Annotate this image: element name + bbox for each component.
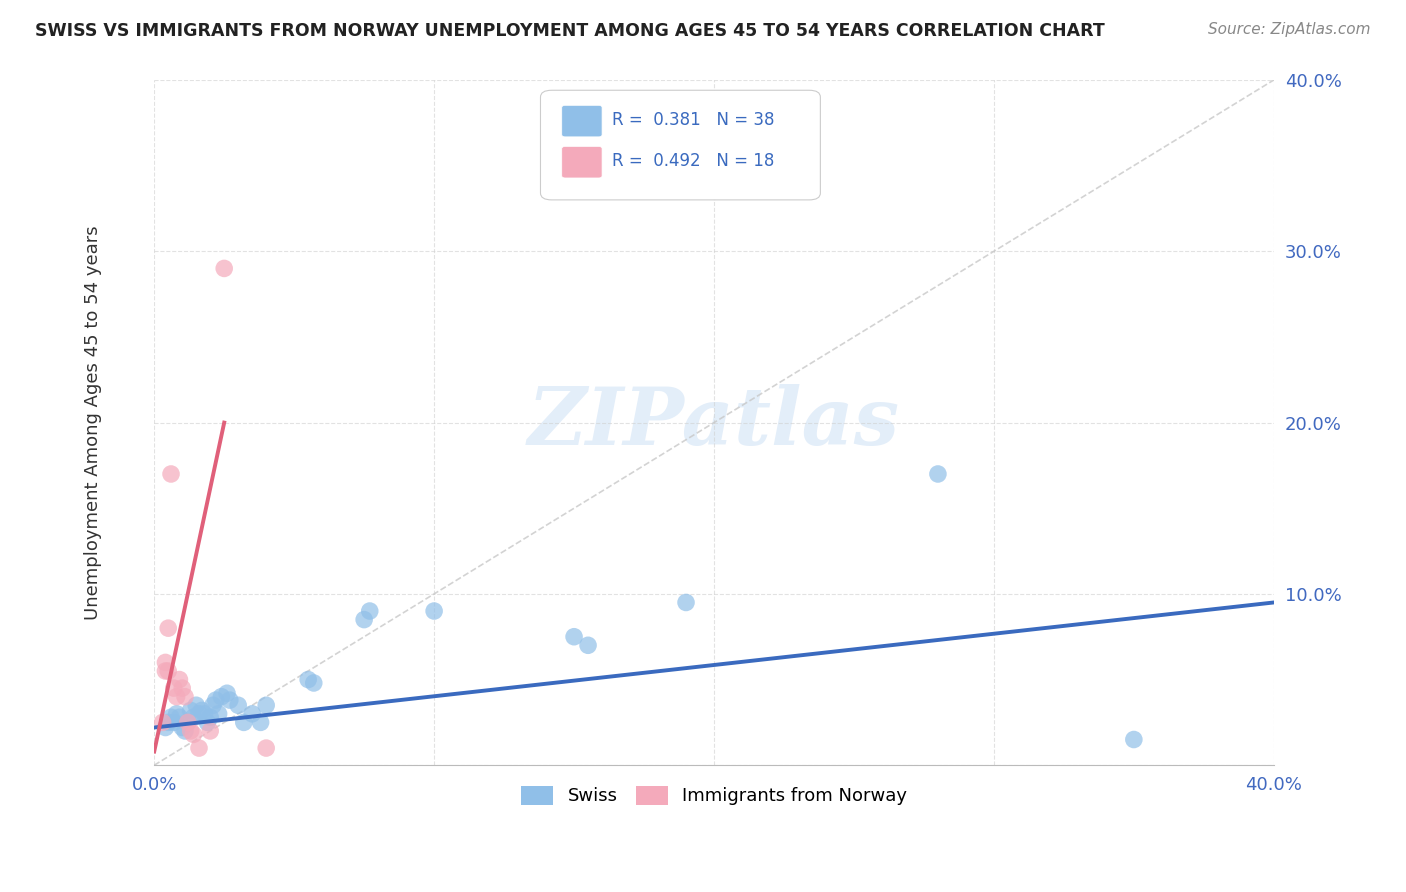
Text: R =  0.381   N = 38: R = 0.381 N = 38 [612,111,775,128]
Point [188,741,211,756]
Point [204,693,226,707]
Point [254,741,277,756]
Point [155,656,177,670]
Legend: Swiss, Immigrants from Norway: Swiss, Immigrants from Norway [512,777,917,814]
Text: Unemployment Among Ages 45 to 54 years: Unemployment Among Ages 45 to 54 years [83,226,101,620]
Point [180,723,202,738]
Point [226,698,249,713]
Point [172,681,194,695]
Point [215,686,238,700]
Point [160,710,183,724]
Point [197,715,219,730]
Point [169,710,191,724]
FancyBboxPatch shape [562,146,602,178]
Point [297,673,319,687]
Point [163,715,186,730]
Point [188,706,211,721]
Point [191,703,214,717]
Point [166,690,188,704]
Point [177,715,200,730]
Point [174,690,197,704]
Text: Source: ZipAtlas.com: Source: ZipAtlas.com [1208,22,1371,37]
Point [240,706,263,721]
Point [166,706,188,721]
Point [194,706,217,721]
Point [232,715,254,730]
Point [200,723,222,738]
Point [254,698,277,713]
Point [207,706,229,721]
Point [172,721,194,735]
Point [675,595,697,609]
Point [174,723,197,738]
Point [359,604,381,618]
Point [152,715,174,730]
Text: ZIPatlas: ZIPatlas [529,384,900,461]
Point [218,693,240,707]
FancyBboxPatch shape [562,105,602,136]
Point [163,681,186,695]
Point [157,715,180,730]
Point [155,664,177,678]
Point [423,604,446,618]
Point [353,613,375,627]
Point [169,673,191,687]
Point [212,261,235,276]
Point [200,710,222,724]
Point [155,721,177,735]
Point [209,690,232,704]
Point [302,676,325,690]
Point [186,698,208,713]
Point [201,698,224,713]
FancyBboxPatch shape [540,90,820,200]
Point [576,638,599,652]
Point [183,727,205,741]
Point [562,630,585,644]
Point [927,467,949,481]
Point [160,467,183,481]
Point [180,703,202,717]
Text: R =  0.492   N = 18: R = 0.492 N = 18 [612,152,775,169]
Point [1122,732,1144,747]
Point [183,710,205,724]
Text: SWISS VS IMMIGRANTS FROM NORWAY UNEMPLOYMENT AMONG AGES 45 TO 54 YEARS CORRELATI: SWISS VS IMMIGRANTS FROM NORWAY UNEMPLOY… [35,22,1105,40]
Point [157,664,180,678]
Point [157,621,180,635]
Point [177,715,200,730]
Point [249,715,271,730]
